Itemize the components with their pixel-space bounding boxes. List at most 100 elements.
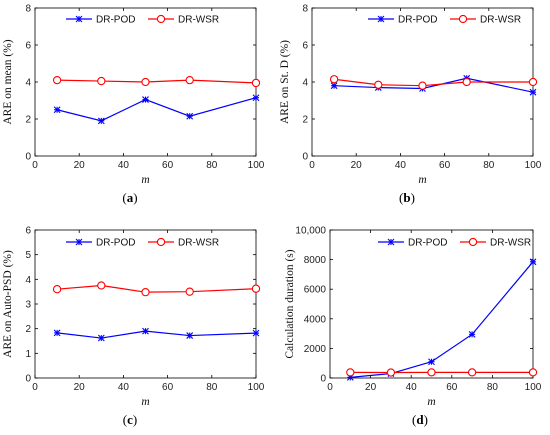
data-point-dr-wsr [329, 75, 339, 84]
legend-label: DR-WSR [490, 238, 531, 249]
data-point-dr-pod [529, 258, 537, 266]
panel-label: (b) [399, 190, 415, 205]
x-axis-label: m [141, 174, 149, 186]
x-tick-label: 80 [206, 382, 218, 393]
data-point-dr-wsr [97, 281, 106, 290]
data-point-dr-pod [252, 329, 260, 337]
legend-label: DR-POD [96, 15, 135, 26]
chart-panel-d: 0 20 40 60 80 100 0 2000 4000 6000 8000 10,000 m Calc… [284, 226, 542, 428]
data-point-dr-wsr [462, 77, 471, 87]
legend: DR-POD DR-WSR [66, 238, 219, 249]
x-tick-label: 20 [74, 160, 86, 171]
x-tick-label: 60 [162, 160, 174, 171]
series-line-dr-wsr [334, 78, 533, 87]
series-line-dr-wsr [57, 284, 257, 293]
y-tick-label: 2 [25, 115, 31, 126]
series-line-dr-pod [350, 261, 534, 379]
y-tick-label: 6 [25, 226, 31, 237]
data-point-dr-pod [142, 96, 149, 103]
x-tick-label: 0 [327, 382, 333, 393]
legend-marker [156, 237, 166, 247]
legend-marker [458, 14, 468, 24]
legend-label: DR-WSR [178, 238, 219, 249]
x-tick-label: 20 [351, 160, 363, 171]
data-point-dr-wsr [141, 288, 150, 297]
x-tick-label: 20 [365, 382, 377, 393]
data-point-dr-wsr [374, 80, 383, 89]
y-tick-label: 6000 [304, 285, 327, 296]
y-tick-label: 8 [302, 4, 308, 15]
data-point-dr-pod [142, 327, 149, 335]
legend-marker [75, 15, 83, 23]
panel-label: (c) [123, 412, 137, 427]
x-tick-label: 0 [309, 160, 315, 171]
panel-label: (d) [412, 412, 428, 427]
data-point-dr-pod [53, 106, 61, 114]
data-point-dr-pod [97, 334, 105, 342]
legend-label: DR-POD [398, 15, 437, 26]
legend-label: DR-WSR [178, 15, 219, 26]
legend: DR-POD DR-WSR [66, 15, 219, 26]
legend-label: DR-WSR [480, 15, 521, 26]
data-point-dr-pod [53, 329, 61, 337]
y-tick-label: 2000 [304, 344, 327, 355]
y-tick-label: 2 [25, 324, 31, 335]
y-tick-label: 1 [25, 349, 31, 360]
data-point-dr-pod [529, 88, 537, 96]
data-point-dr-wsr [97, 76, 106, 86]
plot-frame [329, 229, 534, 379]
x-tick-label: 80 [487, 382, 499, 393]
x-tick-label: 60 [439, 160, 451, 171]
data-point-dr-wsr [251, 78, 261, 88]
x-tick-label: 0 [32, 382, 38, 393]
x-tick-label: 20 [74, 382, 86, 393]
legend-marker [468, 237, 478, 247]
data-point-dr-wsr [52, 76, 62, 85]
data-point-dr-wsr [467, 368, 477, 377]
x-tick-label: 40 [395, 160, 407, 171]
y-tick-label: 4000 [304, 314, 327, 325]
x-axis-label: m [418, 174, 426, 186]
legend-marker [387, 238, 395, 246]
data-point-dr-wsr [427, 368, 436, 377]
y-tick-label: 4 [25, 78, 31, 89]
data-point-dr-pod [330, 82, 338, 90]
x-tick-label: 100 [248, 382, 265, 393]
data-point-dr-wsr [528, 368, 538, 377]
data-point-dr-pod [186, 112, 194, 120]
y-tick-label: 4 [302, 78, 308, 89]
data-point-dr-wsr [141, 77, 150, 87]
data-point-dr-wsr [528, 77, 538, 87]
data-point-dr-wsr [185, 287, 194, 296]
data-point-dr-wsr [251, 284, 261, 293]
y-tick-label: 8000 [304, 255, 327, 266]
x-tick-label: 40 [406, 382, 418, 393]
chart-panel-c: 0 20 40 60 80 100 0 1 2 3 4 5 6 m ARE on Auto-PSD (%) D… [2, 226, 265, 428]
x-tick-label: 80 [483, 160, 495, 171]
chart-panel-b: 0 20 40 60 80 100 0 2 4 6 8 m ARE on St. D (%) DR-POD… [279, 4, 542, 206]
y-tick-label: 0 [25, 152, 31, 163]
data-point-dr-wsr [52, 285, 62, 294]
x-tick-label: 40 [118, 160, 130, 171]
panel-label: (a) [122, 190, 137, 205]
legend-marker [377, 15, 385, 23]
legend-marker [156, 14, 166, 24]
x-tick-label: 100 [525, 382, 542, 393]
data-point-dr-pod [186, 332, 194, 339]
data-point-dr-wsr [346, 368, 355, 377]
data-point-dr-wsr [185, 76, 194, 85]
legend: DR-POD DR-WSR [378, 238, 531, 249]
legend-label: DR-POD [408, 238, 447, 249]
x-tick-label: 100 [525, 160, 542, 171]
data-point-dr-wsr [418, 81, 427, 90]
legend-marker [75, 238, 83, 246]
y-axis-label: ARE on Auto-PSD (%) [2, 250, 14, 358]
x-tick-label: 100 [248, 160, 265, 171]
y-tick-label: 10,000 [295, 226, 326, 237]
series-line-dr-pod [57, 330, 257, 339]
x-tick-label: 0 [32, 160, 38, 171]
legend-label: DR-POD [96, 238, 135, 249]
y-tick-label: 8 [25, 4, 31, 15]
